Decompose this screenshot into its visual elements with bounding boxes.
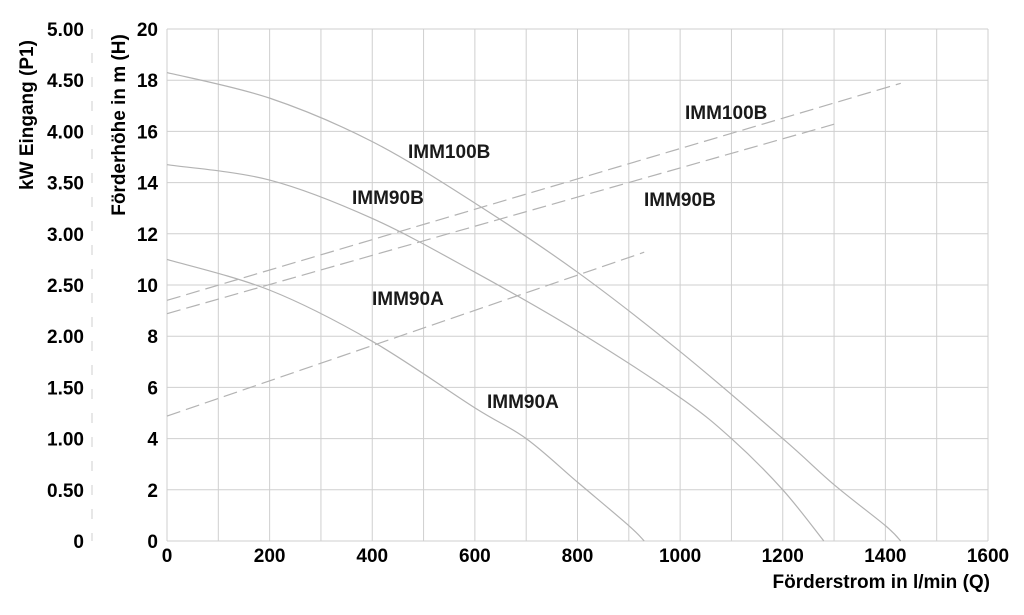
y2-tick-label: 3.00 xyxy=(47,225,84,246)
power-curve-label-imm90b: IMM90B xyxy=(644,190,716,211)
y-tick-label: 12 xyxy=(137,225,158,246)
x-tick-label: 1600 xyxy=(967,546,1009,567)
curves xyxy=(166,71,902,542)
y2-tick-label: 4.50 xyxy=(47,71,84,92)
y-tick-label: 16 xyxy=(137,122,158,143)
y2-axis-title: kW Eingang (P1) xyxy=(17,40,38,190)
x-tick-label: 400 xyxy=(356,546,388,567)
y2-tick-label: 0.50 xyxy=(47,481,84,502)
power-curve-label-imm100b: IMM100B xyxy=(685,103,767,124)
x-tick-label: 1400 xyxy=(864,546,906,567)
y2-tick-label: 2.50 xyxy=(47,276,84,297)
curve-labels: IMM100B IMM90B IMM90A IMM100B IMM90B IMM90A xyxy=(352,103,767,413)
x-tick-label: 200 xyxy=(254,546,286,567)
head-curve-label-imm100b: IMM100B xyxy=(408,142,490,163)
power-curve-imm100b xyxy=(166,82,901,301)
y-tick-label: 4 xyxy=(147,430,158,451)
grid xyxy=(91,28,989,542)
x-tick-label: 1000 xyxy=(659,546,701,567)
x-tick-label: 1200 xyxy=(762,546,804,567)
power-curve-imm90b xyxy=(166,123,835,315)
y2-tick-label: 0 xyxy=(73,532,84,553)
x-tick-label: 800 xyxy=(562,546,594,567)
head-curve-imm100b xyxy=(166,71,902,542)
y2-tick-label: 5.00 xyxy=(47,20,84,41)
x-tick-label: 0 xyxy=(162,546,173,567)
y-tick-label: 14 xyxy=(137,174,159,195)
head-curve-imm90b xyxy=(166,164,825,542)
y-tick-label: 2 xyxy=(147,481,158,502)
y-axis-title: Förderhöhe in m (H) xyxy=(109,34,130,216)
y2-tick-label: 2.00 xyxy=(47,327,84,348)
y2-tick-label: 4.00 xyxy=(47,122,84,143)
y-tick-label: 10 xyxy=(137,276,158,297)
y2-tick-label: 3.50 xyxy=(47,174,84,195)
tick-labels: 0 200 400 600 800 1000 1200 1400 160002468101214… xyxy=(47,20,1009,567)
y-tick-label: 8 xyxy=(147,327,158,348)
head-curve-imm90a xyxy=(166,258,645,542)
y-tick-label: 6 xyxy=(147,378,158,399)
x-tick-label: 600 xyxy=(459,546,491,567)
head-curve-label-imm90a: IMM90A xyxy=(487,392,559,413)
y-tick-label: 0 xyxy=(147,532,158,553)
head-curve-label-imm90b: IMM90B xyxy=(352,188,424,209)
y2-tick-label: 1.50 xyxy=(47,378,84,399)
power-curve-label-imm90a: IMM90A xyxy=(372,289,444,310)
power-curve-imm90a xyxy=(166,251,645,417)
x-axis-title: Förderstrom in l/min (Q) xyxy=(773,572,990,593)
y2-tick-label: 1.00 xyxy=(47,430,84,451)
y-tick-label: 18 xyxy=(137,71,158,92)
y-tick-label: 20 xyxy=(137,20,158,41)
